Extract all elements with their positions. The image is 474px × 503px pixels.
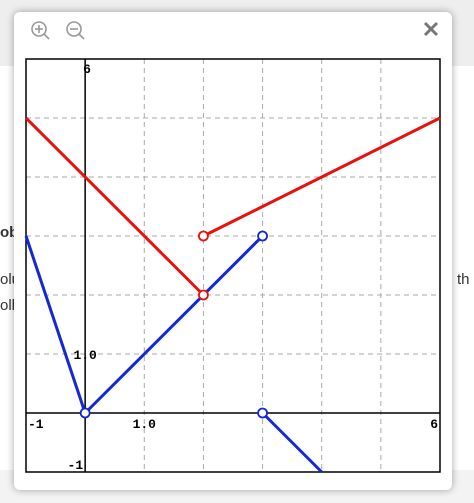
y-tick-label: 1.0 [73,348,97,363]
zoom-out[interactable] [66,21,85,40]
x-tick-label: -1 [28,417,44,432]
line-segment [202,116,441,238]
bg-text: oll [0,297,16,314]
plot-border [25,58,441,473]
y-tick-label: -1 [68,458,84,473]
line-segment [84,234,264,415]
line-segment [24,235,87,414]
close-button[interactable] [423,21,439,37]
x-tick-label: 1.0 [133,417,157,432]
open-point [79,407,91,419]
line-segment [261,411,323,474]
x-tick-label: 6 [430,417,438,432]
y-tick-label: 6 [83,62,91,77]
open-point [198,289,209,301]
open-point [198,230,209,242]
popup-svg [31,21,439,40]
zoom-in[interactable] [31,21,50,40]
bg-text: ob [0,224,19,241]
open-point [257,230,268,242]
bg-text: th [457,271,470,288]
line-segment [24,116,205,297]
open-point [257,407,268,419]
